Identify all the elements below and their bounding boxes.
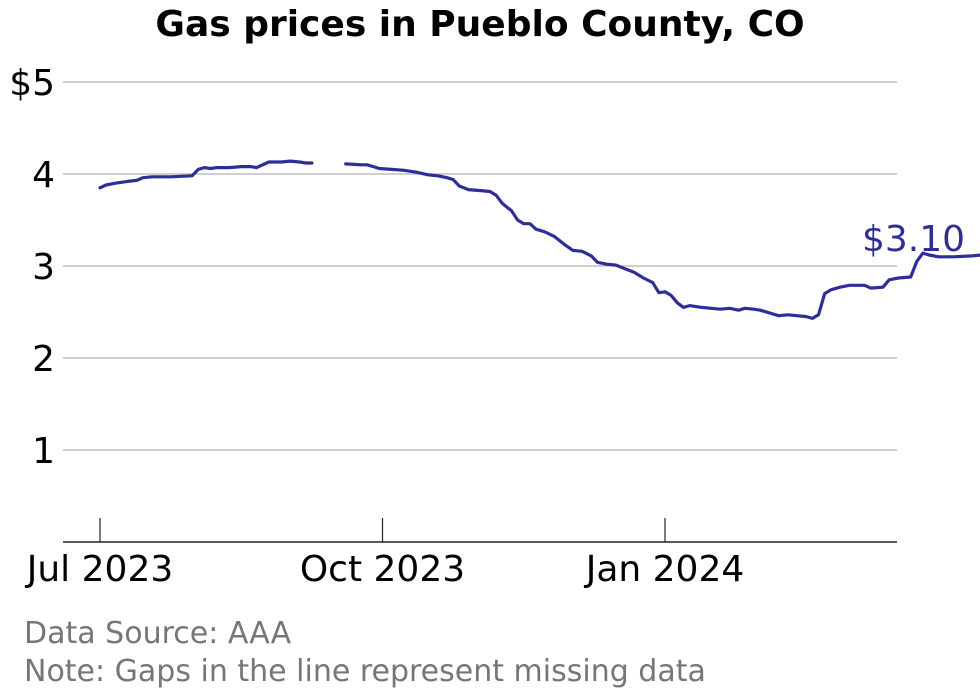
x-tick-label-1: Oct 2023 [300,549,465,590]
gridlines [63,81,897,451]
price-series [98,159,980,320]
y-axis-tick-labels: 1 2 3 4 $5 [9,63,55,472]
chart-title: Gas prices in Pueblo County, CO [155,4,805,45]
end-value-label-group: $3.10 [862,219,965,260]
price-line-segment-0 [98,159,314,190]
x-axis: Jul 2023 Oct 2023 Jan 2024 [25,518,897,590]
y-tick-label-2: 2 [32,339,55,380]
price-line-segment-1 [344,162,980,320]
x-tick-label-2: Jan 2024 [584,549,745,590]
y-tick-label-4: 4 [32,155,55,196]
missing-data-note: Note: Gaps in the line represent missing… [24,654,706,689]
x-tick-label-0: Jul 2023 [25,549,174,590]
y-tick-label-1: 1 [32,431,55,472]
y-tick-label-3: 3 [32,247,55,288]
data-source-note: Data Source: AAA [24,616,292,651]
end-value-label: $3.10 [862,219,965,260]
y-tick-label-5: $5 [9,63,55,104]
